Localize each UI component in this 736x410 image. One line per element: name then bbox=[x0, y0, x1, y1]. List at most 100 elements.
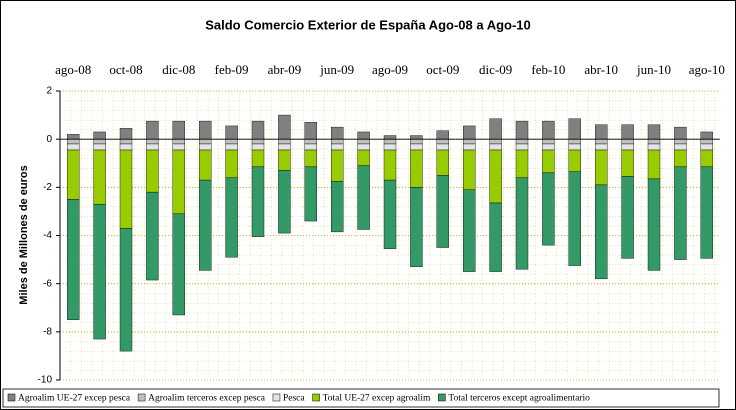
bar-segment bbox=[700, 149, 713, 168]
bar-segment bbox=[383, 143, 397, 151]
x-tick-label: oct-08 bbox=[109, 62, 142, 77]
bar-segment bbox=[172, 213, 186, 316]
bar-segment bbox=[225, 177, 238, 258]
bar-segment bbox=[463, 189, 476, 272]
bar-segment bbox=[489, 118, 502, 140]
legend-box bbox=[2, 388, 720, 408]
bar-segment bbox=[198, 120, 212, 140]
bar-segment bbox=[463, 143, 476, 151]
bar-segment bbox=[172, 143, 186, 151]
bar-segment bbox=[700, 143, 713, 151]
bar-segment bbox=[436, 175, 449, 248]
x-tick-label: feb-10 bbox=[531, 62, 565, 77]
bar-segment bbox=[251, 120, 265, 140]
bar-segment bbox=[146, 143, 159, 151]
bar-segment bbox=[595, 138, 608, 145]
bar-segment bbox=[436, 130, 449, 140]
bar-segment bbox=[93, 143, 106, 151]
bar-segment bbox=[489, 143, 502, 151]
bar-segment bbox=[674, 149, 687, 168]
bar-segment bbox=[66, 143, 80, 151]
bar-segment bbox=[66, 199, 80, 320]
bar-segment bbox=[225, 125, 238, 140]
bar-segment bbox=[542, 138, 555, 145]
bar-segment bbox=[304, 143, 317, 151]
bar-segment bbox=[436, 138, 449, 145]
bar-segment bbox=[463, 125, 476, 140]
bar-segment bbox=[595, 184, 608, 280]
bar-segment bbox=[66, 134, 80, 140]
x-tick-label: jun-10 bbox=[636, 62, 671, 77]
bar-segment bbox=[515, 138, 529, 145]
bar-segment bbox=[674, 143, 687, 151]
bar-segment bbox=[278, 143, 291, 151]
bar-segment bbox=[198, 179, 212, 271]
bar-segment bbox=[595, 149, 608, 186]
bar-segment bbox=[66, 149, 80, 200]
x-tick-label: ago-08 bbox=[55, 62, 91, 77]
bar-segment bbox=[621, 176, 634, 259]
bar-segment bbox=[621, 149, 634, 177]
bar-segment bbox=[674, 126, 687, 140]
bar-segment bbox=[463, 138, 476, 145]
x-tick-label: abr-09 bbox=[268, 62, 302, 77]
bar-segment bbox=[383, 138, 397, 145]
bar-segment bbox=[515, 177, 529, 270]
bar-segment bbox=[251, 149, 265, 168]
y-tick-label: 0 bbox=[46, 134, 52, 145]
bar-segment bbox=[331, 149, 344, 182]
bar-segment bbox=[568, 118, 581, 140]
bar-segment bbox=[489, 138, 502, 145]
bar-segment bbox=[278, 138, 291, 145]
y-tick-label: -4 bbox=[43, 230, 52, 241]
bar-segment bbox=[542, 172, 555, 246]
bar-segment bbox=[436, 143, 449, 151]
bar-segment bbox=[93, 138, 106, 145]
bar-segment bbox=[331, 181, 344, 233]
bar-segment bbox=[621, 124, 634, 140]
x-tick-label: abr-10 bbox=[584, 62, 618, 77]
bar-segment bbox=[647, 178, 661, 271]
legend-swatch bbox=[272, 393, 281, 402]
bar-segment bbox=[410, 135, 423, 140]
bar-segment bbox=[198, 138, 212, 145]
bar-segment bbox=[331, 126, 344, 140]
legend-label: Agroalim terceros excep pesca bbox=[148, 394, 266, 404]
bar-segment bbox=[225, 149, 238, 178]
bar-segment bbox=[542, 143, 555, 151]
bar-segment bbox=[436, 149, 449, 176]
bar-segment bbox=[304, 166, 317, 222]
y-tick-label: -2 bbox=[43, 182, 52, 193]
bar-segment bbox=[251, 138, 265, 145]
bar-segment bbox=[93, 131, 106, 140]
bar-segment bbox=[568, 138, 581, 145]
bar-segment bbox=[331, 138, 344, 145]
bar-segment bbox=[621, 143, 634, 151]
x-tick-label: feb-09 bbox=[215, 62, 249, 77]
x-tick-label: dic-08 bbox=[162, 62, 195, 77]
bar-segment bbox=[304, 149, 317, 168]
bar-segment bbox=[383, 149, 397, 181]
bar-segment bbox=[146, 191, 159, 281]
bar-segment bbox=[251, 143, 265, 151]
bar-segment bbox=[225, 138, 238, 145]
bar-segment bbox=[278, 149, 291, 171]
bar-segment bbox=[93, 149, 106, 205]
bar-segment bbox=[463, 149, 476, 190]
bar-segment bbox=[278, 114, 291, 140]
x-tick-label: ago-09 bbox=[372, 62, 408, 77]
x-tick-label: ago-10 bbox=[689, 62, 725, 77]
bar-segment bbox=[595, 124, 608, 140]
bar-segment bbox=[647, 124, 661, 140]
bar-segment bbox=[331, 143, 344, 151]
bar-segment bbox=[304, 138, 317, 145]
y-tick-label: -10 bbox=[38, 375, 53, 386]
bar-segment bbox=[568, 143, 581, 151]
bar-segment bbox=[251, 166, 265, 237]
bar-segment bbox=[383, 179, 397, 249]
bar-segment bbox=[647, 149, 661, 180]
bar-segment bbox=[119, 138, 133, 145]
bar-segment bbox=[621, 138, 634, 145]
bar-segment bbox=[172, 149, 186, 215]
y-tick-label: -6 bbox=[43, 278, 52, 289]
